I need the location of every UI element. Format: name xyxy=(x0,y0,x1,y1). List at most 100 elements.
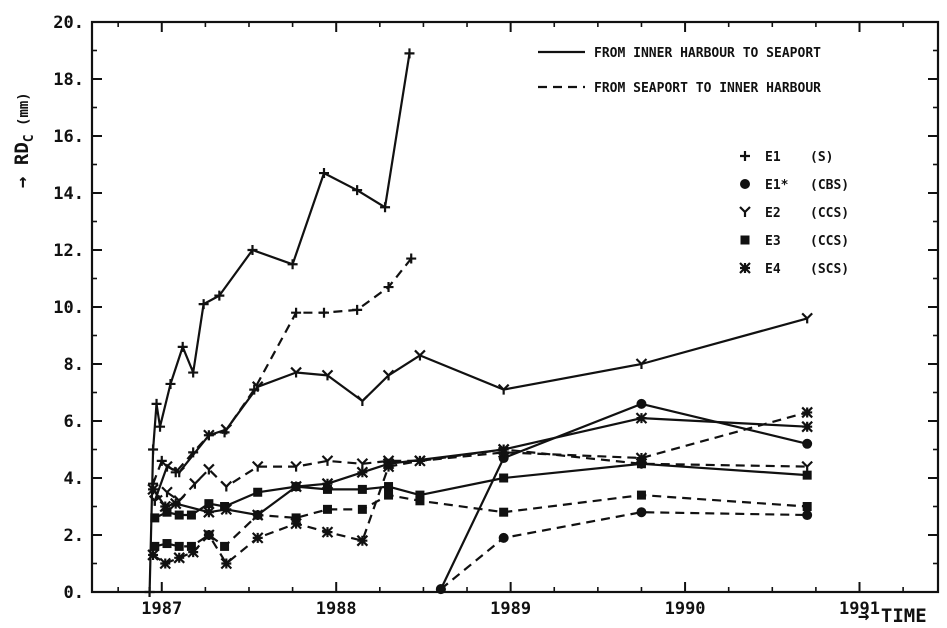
x-tick-label: 1987 xyxy=(141,599,182,619)
data-point xyxy=(247,245,258,255)
data-point xyxy=(220,423,233,435)
data-point xyxy=(148,444,159,455)
data-point xyxy=(291,307,302,318)
data-point xyxy=(161,460,173,472)
data-point xyxy=(635,452,648,464)
data-point xyxy=(162,539,172,549)
data-point xyxy=(186,510,196,520)
data-point xyxy=(321,477,334,490)
data-point xyxy=(159,557,172,570)
series-layer xyxy=(144,48,813,597)
data-point xyxy=(150,513,160,523)
data-point xyxy=(636,398,647,409)
series-e4-solid xyxy=(147,412,813,521)
data-point xyxy=(174,510,184,520)
x-tick-label: 1989 xyxy=(490,599,531,619)
data-point xyxy=(155,421,166,432)
data-point xyxy=(498,532,509,543)
x-tick-label: 1990 xyxy=(665,599,706,619)
data-point xyxy=(356,534,369,547)
data-point xyxy=(802,470,812,480)
data-point xyxy=(151,398,162,409)
data-point xyxy=(287,259,298,270)
data-point xyxy=(635,358,648,369)
data-point xyxy=(290,366,302,378)
data-point xyxy=(415,496,425,506)
y-tick-label: 18. xyxy=(53,70,84,90)
legend-line-label: FROM INNER HARBOUR TO SEAPORT xyxy=(594,46,821,61)
y-tick-label: 20. xyxy=(53,13,84,33)
y-tick-label: 10. xyxy=(53,298,84,318)
series-line xyxy=(154,494,808,548)
data-point xyxy=(356,466,369,479)
y-tick-label: 8. xyxy=(64,355,84,375)
legend-specimen-code: E2 xyxy=(765,206,781,221)
data-point xyxy=(165,378,176,389)
data-point xyxy=(214,290,225,301)
legend-marker-y xyxy=(739,206,751,217)
data-point xyxy=(173,466,185,478)
data-point xyxy=(318,307,329,318)
legend: FROM INNER HARBOUR TO SEAPORT FROM SEAPOR… xyxy=(538,46,849,277)
data-point xyxy=(159,500,172,513)
data-point xyxy=(802,438,813,449)
data-point xyxy=(198,299,209,310)
data-point xyxy=(357,504,367,514)
y-tick-label: 12. xyxy=(53,241,84,261)
series-line xyxy=(153,317,808,502)
data-point xyxy=(187,546,199,558)
data-point xyxy=(156,455,167,466)
series-line xyxy=(152,417,808,517)
data-point xyxy=(635,412,648,424)
x-axis-title: → TIME xyxy=(858,605,927,627)
data-point xyxy=(161,486,173,498)
data-point xyxy=(290,460,302,472)
y-axis-title-main: → RD xyxy=(11,142,33,188)
data-point xyxy=(188,367,199,378)
data-point xyxy=(383,282,394,293)
data-point xyxy=(203,529,215,541)
data-point xyxy=(318,168,329,179)
legend-marker-square xyxy=(740,235,750,245)
legend-specimen-tag: (CBS) xyxy=(810,178,849,193)
data-point xyxy=(174,541,184,551)
data-point xyxy=(802,510,813,521)
data-point xyxy=(636,490,646,500)
data-point xyxy=(290,517,302,530)
data-point xyxy=(290,480,302,493)
legend-specimen-code: E3 xyxy=(765,234,781,249)
y-tick-label: 6. xyxy=(64,412,84,432)
data-point xyxy=(220,557,233,570)
data-point xyxy=(173,552,185,564)
data-point xyxy=(356,395,369,407)
data-point xyxy=(204,499,214,509)
data-point xyxy=(203,429,215,441)
series-e1star-dashed xyxy=(435,507,813,595)
legend-specimen-tag: (CCS) xyxy=(810,234,849,249)
y-tick-label: 0. xyxy=(64,583,84,603)
y-tick-label: 4. xyxy=(64,469,84,489)
data-point xyxy=(321,526,334,538)
series-e1-dashed xyxy=(148,253,417,489)
data-point xyxy=(801,406,813,419)
legend-specimen-code: E4 xyxy=(765,262,781,277)
data-point xyxy=(189,477,201,489)
y-axis-title-sub: C xyxy=(22,134,37,142)
legend-marker-circle xyxy=(740,179,750,189)
data-point xyxy=(384,482,394,492)
series-e1star-solid xyxy=(435,398,813,595)
series-line xyxy=(152,257,413,485)
data-point xyxy=(499,473,509,483)
data-point xyxy=(497,383,510,395)
data-point xyxy=(177,341,188,352)
axis-ticks: 0. 2. 4. 6. 8. 10. 12. 14. 16. 18. 20. 1987 1988 1989… xyxy=(53,13,938,619)
legend-specimen-tag: (CCS) xyxy=(810,206,849,221)
legend-specimen-tag: (S) xyxy=(810,150,833,165)
data-point xyxy=(169,497,182,510)
legend-marker-plus xyxy=(740,151,750,161)
data-point xyxy=(380,202,391,213)
y-tick-label: 16. xyxy=(53,127,84,147)
data-point xyxy=(382,460,395,473)
data-point xyxy=(384,490,394,500)
